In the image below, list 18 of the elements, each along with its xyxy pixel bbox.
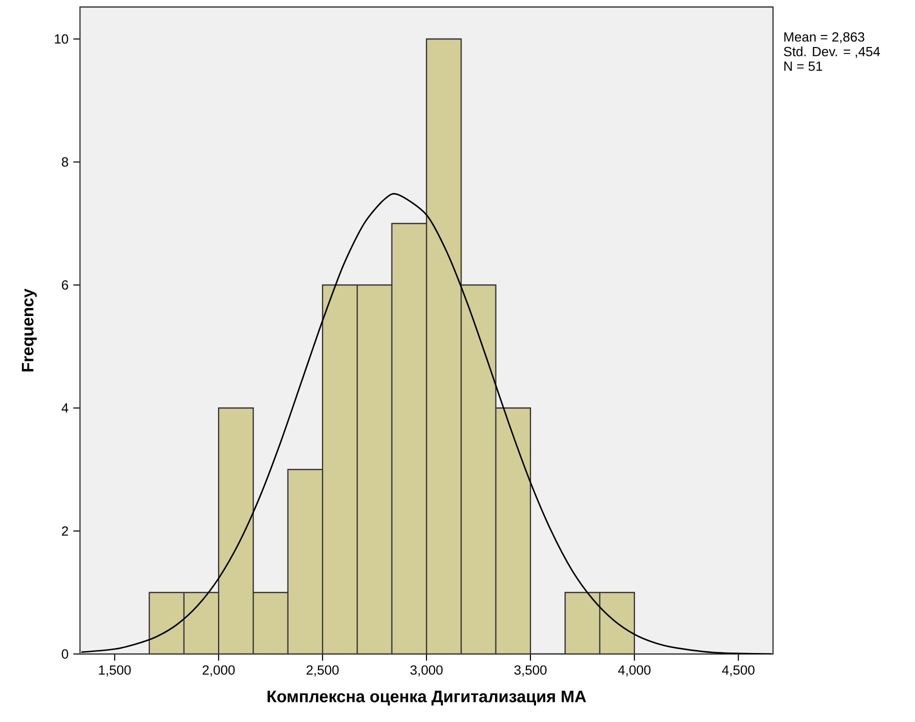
y-tick-label: 0 <box>62 649 68 659</box>
y-axis-title: Frequency <box>22 288 37 372</box>
y-tick-label: 10 <box>54 34 68 44</box>
y-tick-label: 8 <box>62 157 68 167</box>
x-tick-label: 2,000 <box>202 665 235 676</box>
text: Mean = 2,863 <box>784 32 864 44</box>
x-tick-label: 1,500 <box>99 665 131 676</box>
text: Std. Dev. = ,454 <box>784 46 880 58</box>
x-tick-label: 2,500 <box>306 665 339 676</box>
y-tick-label: 2 <box>62 526 68 536</box>
x-tick-label: 3,500 <box>514 665 547 676</box>
text: N = 51 <box>784 62 822 71</box>
x-tick-label: 3,000 <box>410 665 443 676</box>
y-tick-label: 4 <box>62 403 68 413</box>
x-tick-label: 4,500 <box>722 665 754 676</box>
y-tick-label: 6 <box>62 280 68 290</box>
x-axis-title: Комплексна оценка Дигитализация МА <box>268 690 586 706</box>
x-tick-label: 4,000 <box>618 665 651 676</box>
